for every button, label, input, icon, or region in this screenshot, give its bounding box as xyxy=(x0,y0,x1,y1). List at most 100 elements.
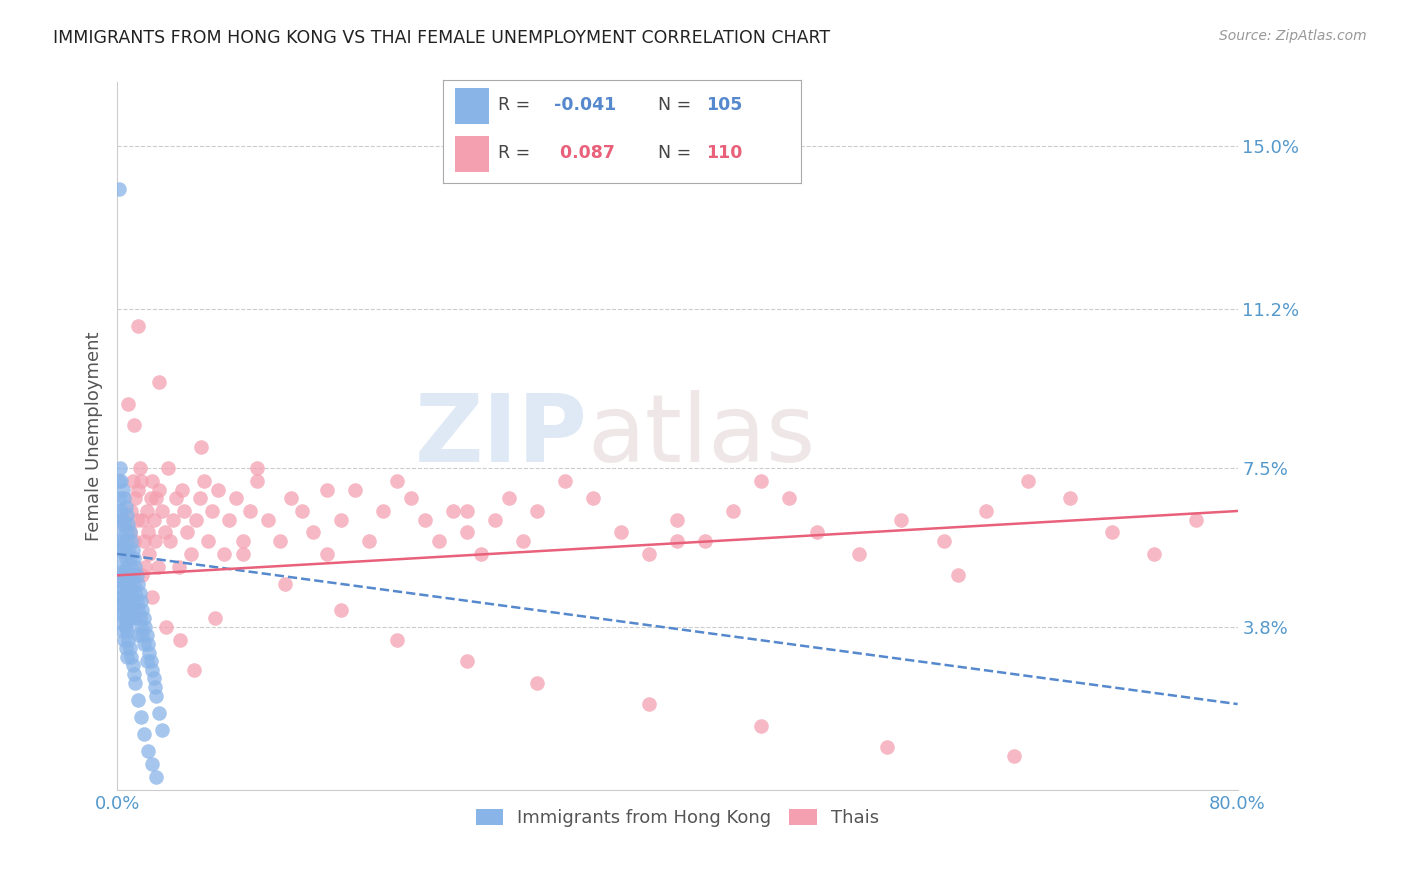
Point xyxy=(111,564,134,578)
Text: R =: R = xyxy=(499,96,530,114)
Point xyxy=(127,319,149,334)
Point xyxy=(125,512,148,526)
Point xyxy=(115,624,138,639)
Point xyxy=(129,620,152,634)
Point xyxy=(120,585,142,599)
Point xyxy=(225,491,247,505)
Text: R =: R = xyxy=(499,145,530,162)
Point xyxy=(141,663,163,677)
Point xyxy=(121,658,143,673)
Text: IMMIGRANTS FROM HONG KONG VS THAI FEMALE UNEMPLOYMENT CORRELATION CHART: IMMIGRANTS FROM HONG KONG VS THAI FEMALE… xyxy=(53,29,831,46)
Point xyxy=(218,512,240,526)
Point xyxy=(974,504,997,518)
Point xyxy=(890,512,912,526)
Point xyxy=(127,483,149,497)
Point xyxy=(124,675,146,690)
Point xyxy=(441,504,464,518)
Point xyxy=(129,594,152,608)
Point xyxy=(145,491,167,505)
Point xyxy=(291,504,314,518)
Point xyxy=(1142,547,1164,561)
Point xyxy=(526,675,548,690)
Point xyxy=(666,512,689,526)
Point xyxy=(183,663,205,677)
Point xyxy=(751,474,773,488)
Text: N =: N = xyxy=(658,145,692,162)
Point xyxy=(1017,474,1039,488)
Point xyxy=(201,504,224,518)
Point xyxy=(132,611,155,625)
Point xyxy=(359,534,381,549)
Point xyxy=(330,512,353,526)
Point xyxy=(666,534,689,549)
Point xyxy=(512,534,534,549)
Point xyxy=(401,491,423,505)
Point xyxy=(239,504,262,518)
Point xyxy=(128,461,150,475)
Point xyxy=(806,525,828,540)
Point xyxy=(232,547,254,561)
Point xyxy=(107,534,129,549)
Point xyxy=(111,599,134,613)
Point xyxy=(120,649,142,664)
Point xyxy=(582,491,605,505)
Point xyxy=(117,516,139,531)
Point xyxy=(141,757,163,772)
Point xyxy=(387,474,409,488)
Point xyxy=(124,491,146,505)
Point xyxy=(107,474,129,488)
Point xyxy=(141,590,163,604)
Text: 110: 110 xyxy=(706,145,742,162)
Point xyxy=(129,474,152,488)
Point xyxy=(131,568,153,582)
Point xyxy=(316,547,339,561)
Point xyxy=(117,568,139,582)
Point xyxy=(131,628,153,642)
Point xyxy=(946,568,969,582)
Point xyxy=(156,461,179,475)
Point xyxy=(115,559,138,574)
Point xyxy=(330,603,353,617)
Point xyxy=(112,607,135,621)
Point xyxy=(124,611,146,625)
Point xyxy=(204,611,226,625)
Point xyxy=(134,559,156,574)
Point xyxy=(695,534,717,549)
Point xyxy=(108,461,131,475)
Point xyxy=(316,483,339,497)
Point xyxy=(125,568,148,582)
Point xyxy=(526,504,548,518)
Point xyxy=(150,504,173,518)
Point xyxy=(138,646,160,660)
Point xyxy=(344,483,367,497)
Point xyxy=(128,585,150,599)
Point xyxy=(246,474,269,488)
Point xyxy=(121,542,143,557)
Point xyxy=(129,710,152,724)
Point xyxy=(108,568,131,582)
Point xyxy=(373,504,395,518)
Text: Source: ZipAtlas.com: Source: ZipAtlas.com xyxy=(1219,29,1367,43)
Point xyxy=(232,534,254,549)
Point xyxy=(117,542,139,557)
Text: atlas: atlas xyxy=(588,390,815,482)
Point xyxy=(145,770,167,784)
Bar xyxy=(456,136,489,172)
Point xyxy=(456,654,478,668)
Point xyxy=(1184,512,1206,526)
Text: 105: 105 xyxy=(706,96,742,114)
Point xyxy=(134,620,156,634)
Point xyxy=(118,525,141,540)
Point xyxy=(751,718,773,732)
Point xyxy=(427,534,450,549)
Text: 0.087: 0.087 xyxy=(554,145,614,162)
Point xyxy=(114,577,136,591)
Point xyxy=(128,611,150,625)
Point xyxy=(121,594,143,608)
Point xyxy=(153,525,176,540)
Point xyxy=(117,397,139,411)
Point xyxy=(114,620,136,634)
Point xyxy=(135,628,157,642)
Point xyxy=(118,577,141,591)
Point xyxy=(120,611,142,625)
